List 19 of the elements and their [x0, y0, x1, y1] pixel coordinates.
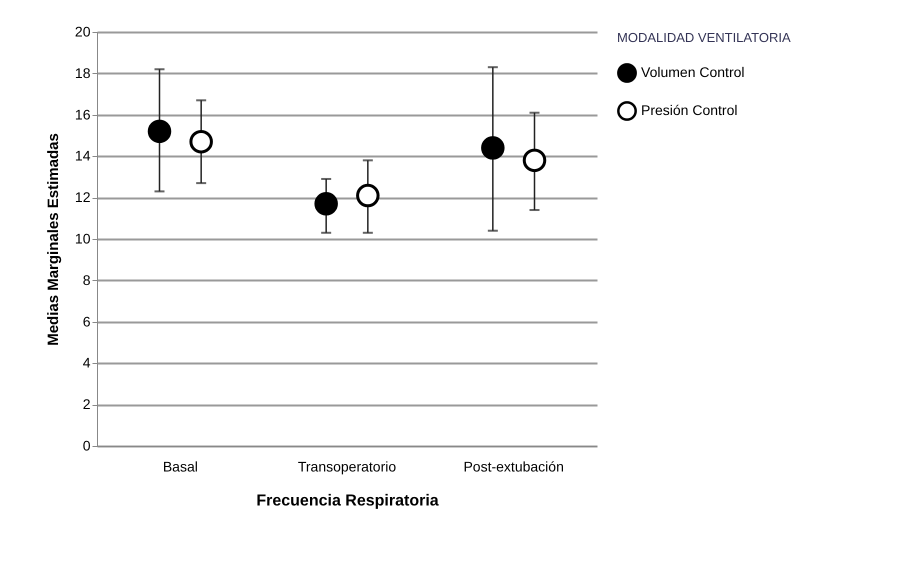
- y-tick-label: 6: [82, 313, 91, 330]
- legend-title: MODALIDAD VENTILATORIA: [617, 30, 791, 45]
- y-tick-label: 10: [74, 230, 91, 246]
- x-tick-label: Post-extubación: [463, 458, 564, 474]
- y-tick-label: 0: [82, 438, 91, 454]
- y-tick-label: 18: [74, 64, 91, 81]
- y-tick-label: 20: [74, 24, 91, 40]
- y-axis-title: Medias Marginales Estimadas: [44, 133, 62, 346]
- x-tick-label: Basal: [162, 458, 198, 474]
- legend-label: Presión Control: [641, 102, 738, 118]
- y-tick-label: 8: [82, 272, 91, 288]
- y-tick-label: 14: [74, 148, 91, 164]
- x-axis-title: Frecuencia Respiratoria: [256, 492, 439, 510]
- y-tick-label: 4: [82, 354, 91, 371]
- y-tick-label: 16: [74, 106, 91, 122]
- y-tick-label: 12: [74, 189, 91, 206]
- legend-label: Volumen Control: [641, 64, 745, 80]
- y-tick-label: 2: [82, 396, 91, 412]
- x-tick-label: Transoperatorio: [298, 458, 396, 474]
